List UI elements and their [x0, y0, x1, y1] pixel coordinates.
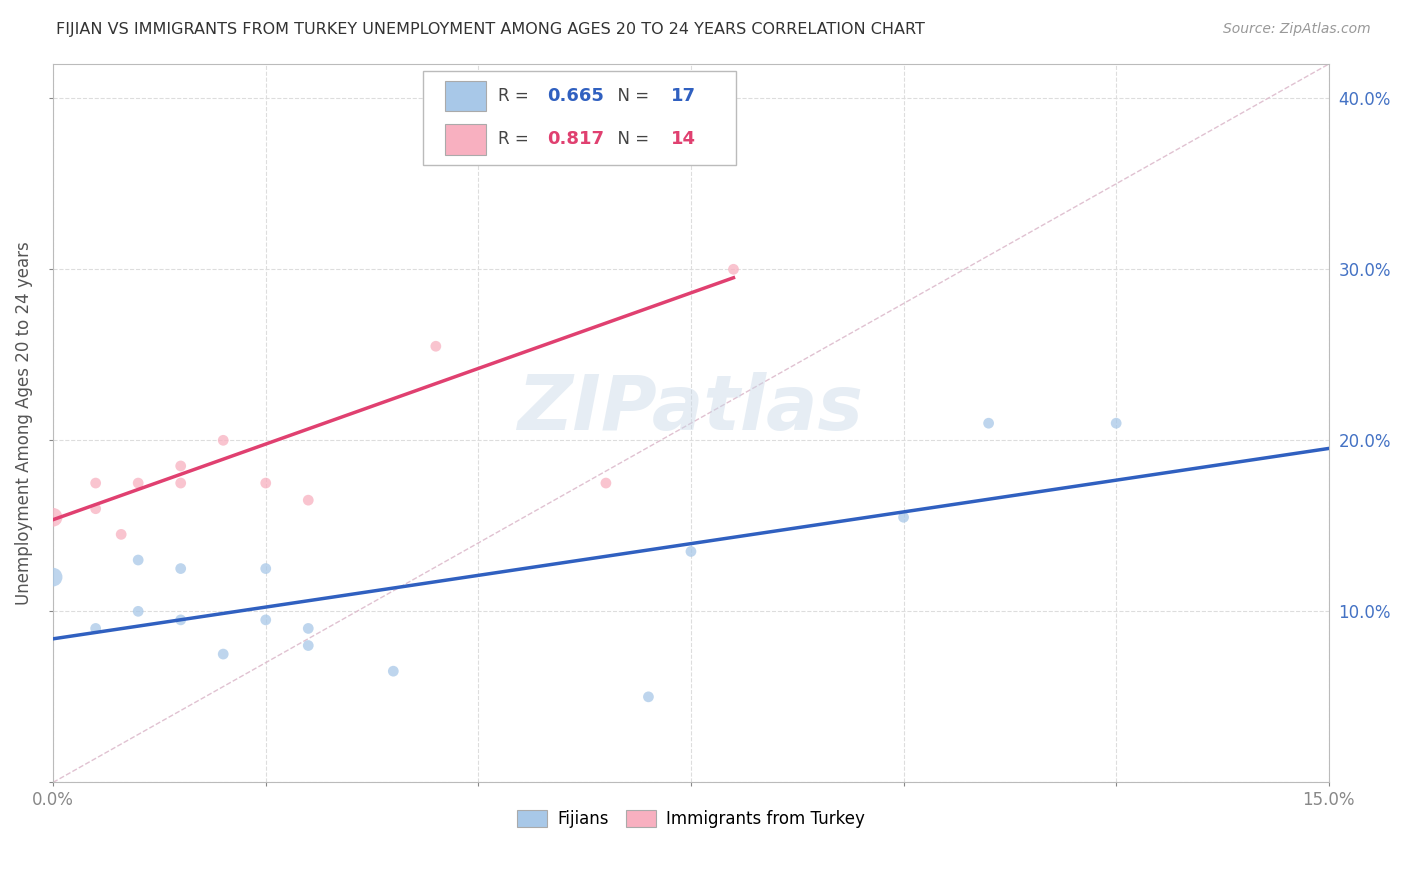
Point	[84, 476, 107, 491]
Point	[297, 493, 319, 508]
Point	[595, 476, 617, 491]
Point	[254, 613, 277, 627]
Text: FIJIAN VS IMMIGRANTS FROM TURKEY UNEMPLOYMENT AMONG AGES 20 TO 24 YEARS CORRELAT: FIJIAN VS IMMIGRANTS FROM TURKEY UNEMPLO…	[56, 22, 925, 37]
Point	[84, 501, 107, 516]
Point	[42, 510, 65, 524]
Text: R =: R =	[498, 87, 534, 105]
Point	[1105, 416, 1128, 430]
Point	[254, 561, 277, 575]
Text: 0.665: 0.665	[547, 87, 603, 105]
Point	[212, 647, 235, 661]
Point	[127, 553, 149, 567]
Text: 0.817: 0.817	[547, 130, 603, 148]
Point	[84, 622, 107, 636]
Text: N =: N =	[607, 130, 654, 148]
Point	[467, 143, 489, 157]
Point	[170, 476, 193, 491]
Text: 14: 14	[671, 130, 696, 148]
Text: R =: R =	[498, 130, 534, 148]
Point	[170, 613, 193, 627]
Point	[382, 664, 405, 678]
Point	[893, 510, 915, 524]
FancyBboxPatch shape	[444, 124, 485, 154]
Legend: Fijians, Immigrants from Turkey: Fijians, Immigrants from Turkey	[510, 804, 872, 835]
Point	[127, 604, 149, 618]
Text: 17: 17	[671, 87, 696, 105]
Point	[425, 339, 447, 353]
Point	[297, 622, 319, 636]
Point	[170, 561, 193, 575]
Point	[723, 262, 745, 277]
Point	[127, 476, 149, 491]
Point	[170, 458, 193, 473]
Text: N =: N =	[607, 87, 654, 105]
Y-axis label: Unemployment Among Ages 20 to 24 years: Unemployment Among Ages 20 to 24 years	[15, 242, 32, 605]
Point	[42, 570, 65, 584]
Text: Source: ZipAtlas.com: Source: ZipAtlas.com	[1223, 22, 1371, 37]
Point	[297, 639, 319, 653]
Point	[212, 434, 235, 448]
Point	[977, 416, 1000, 430]
FancyBboxPatch shape	[423, 71, 735, 165]
Point	[637, 690, 659, 704]
Point	[679, 544, 702, 558]
FancyBboxPatch shape	[444, 81, 485, 112]
Point	[110, 527, 132, 541]
Point	[254, 476, 277, 491]
Text: ZIPatlas: ZIPatlas	[517, 372, 863, 446]
